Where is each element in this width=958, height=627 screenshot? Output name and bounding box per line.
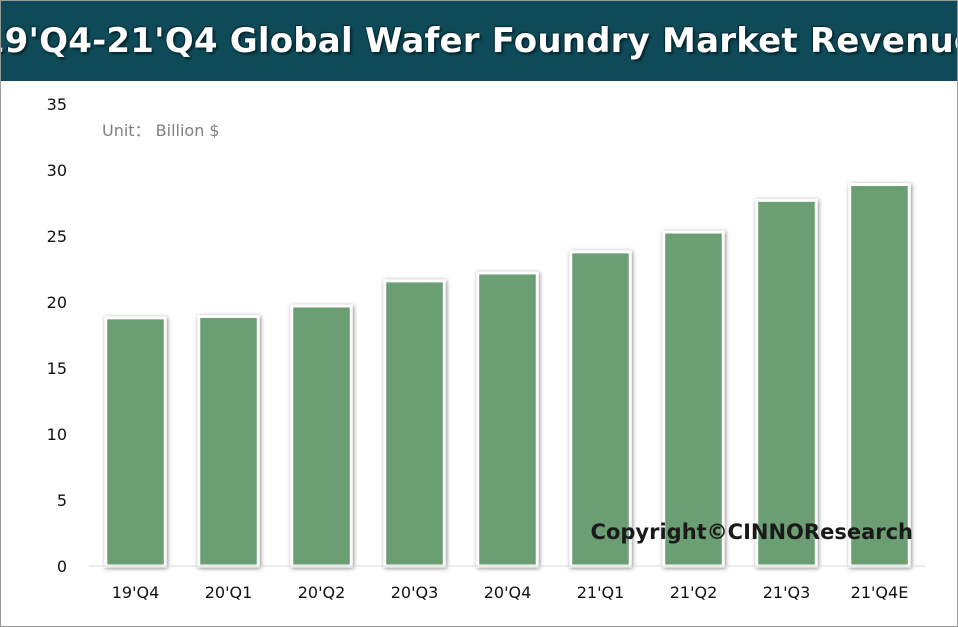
y-tick-label: 35 [47, 95, 67, 114]
bar [662, 230, 725, 568]
y-axis: 0 5 10 15 20 25 30 35 [47, 95, 67, 576]
x-tick-label: 19'Q4 [112, 583, 160, 602]
x-tick-label: 21'Q4E [851, 583, 909, 602]
bar [290, 304, 353, 568]
bar [755, 198, 818, 568]
bar [383, 279, 446, 568]
x-tick-label: 20'Q4 [484, 583, 532, 602]
bar [569, 250, 632, 568]
bar [197, 315, 260, 568]
chart-title: 19'Q4-21'Q4 Global Wafer Foundry Market … [0, 21, 958, 61]
y-tick-label: 15 [47, 359, 67, 378]
x-tick-label: 20'Q2 [298, 583, 346, 602]
title-bar: 19'Q4-21'Q4 Global Wafer Foundry Market … [1, 1, 957, 81]
y-tick-label: 25 [47, 227, 67, 246]
bar [848, 183, 911, 568]
x-tick-label: 21'Q3 [763, 583, 811, 602]
bar [104, 316, 167, 568]
y-tick-label: 30 [47, 161, 67, 180]
x-tick-label: 21'Q1 [577, 583, 625, 602]
x-tick-label: 21'Q2 [670, 583, 718, 602]
bars-group [104, 183, 911, 568]
copyright-label: Copyright©CINNOResearch [591, 520, 913, 544]
x-axis: 19'Q4 20'Q1 20'Q2 20'Q3 20'Q4 21'Q1 21'Q2 21'Q3… [112, 583, 909, 602]
bar [476, 271, 539, 568]
unit-label: Unit： Billion $ [102, 121, 220, 140]
x-tick-label: 20'Q1 [205, 583, 253, 602]
y-tick-label: 5 [57, 491, 67, 510]
y-tick-label: 10 [47, 425, 67, 444]
y-tick-label: 20 [47, 293, 67, 312]
x-tick-label: 20'Q3 [391, 583, 439, 602]
y-tick-label: 0 [57, 557, 67, 576]
